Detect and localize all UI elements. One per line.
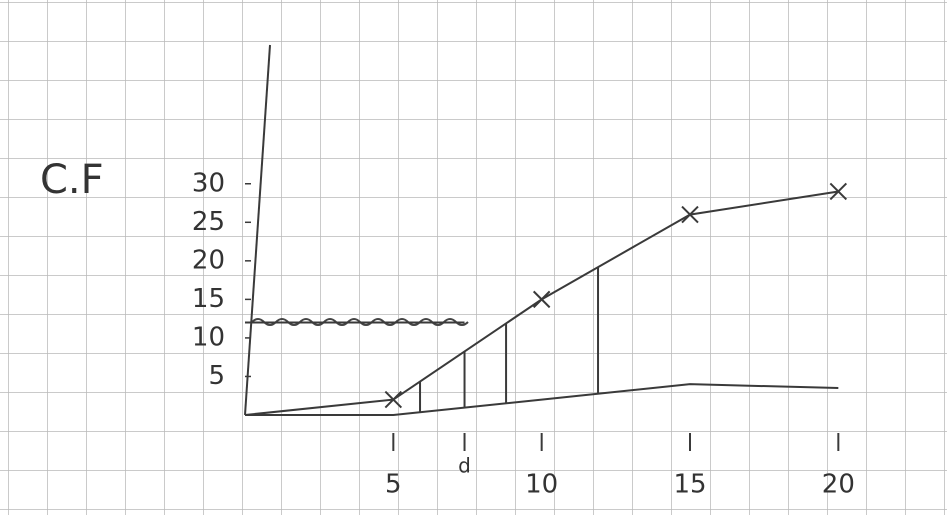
y-tick-label: 5 <box>208 361 225 391</box>
y-tick-label: 25 <box>192 207 225 237</box>
y-tick-label: 10 <box>192 322 225 352</box>
x-tick-label: 20 <box>822 470 855 500</box>
graph-paper <box>0 0 947 515</box>
x-tick-label: 15 <box>673 470 706 500</box>
annotation: d <box>458 454 471 478</box>
x-tick-label: 5 <box>385 470 402 500</box>
y-tick-label: 30 <box>192 168 225 198</box>
y-tick-label: 20 <box>192 245 225 275</box>
chart: C.F 5 10 15 20 25 30 5 10 15 20 d <box>0 0 947 515</box>
x-tick-label: 10 <box>525 470 558 500</box>
y-tick-label: 15 <box>192 284 225 314</box>
y-axis-label: C.F <box>40 157 104 203</box>
